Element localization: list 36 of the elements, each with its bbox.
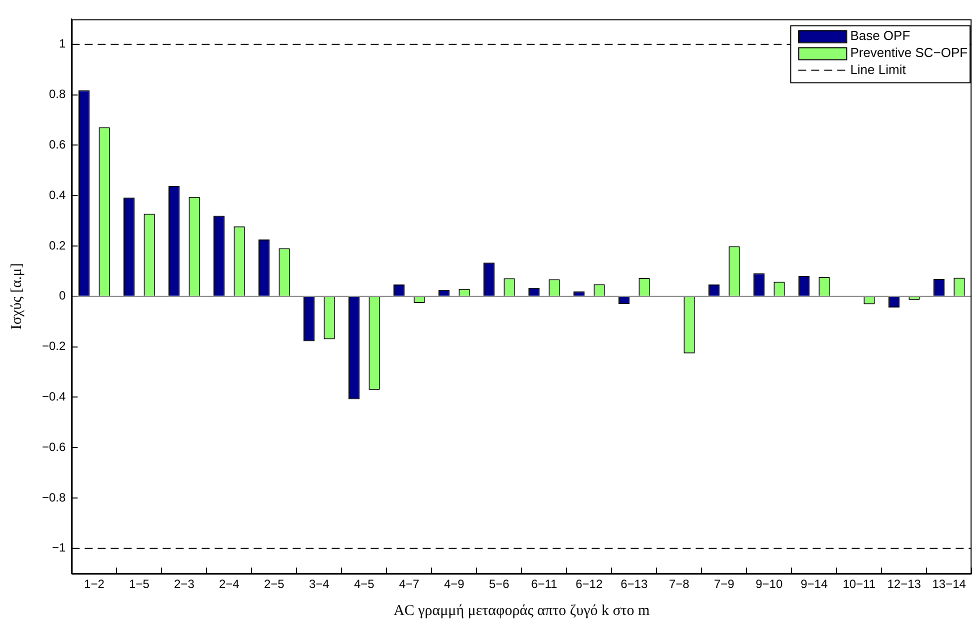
x-axis-title: AC γραμμή μεταφοράς απτο ζυγό k στο m — [394, 602, 650, 619]
y-tick-label: 0.2 — [49, 238, 66, 252]
y-tick-label: −0.8 — [42, 490, 66, 504]
x-tick-label: 6−11 — [531, 577, 558, 592]
x-tick-label: 10−11 — [842, 577, 876, 592]
x-tick-label: 1−5 — [129, 577, 150, 592]
y-axis-title: Ισχύς [α.μ] — [8, 263, 25, 330]
x-tick-label: 9−14 — [800, 577, 828, 592]
legend-label: Base OPF — [850, 28, 910, 43]
y-tick-label: 1 — [59, 36, 66, 51]
x-tick-label: 12−13 — [887, 577, 922, 592]
x-tick-label: 2−3 — [174, 577, 195, 592]
x-tick-label: 2−5 — [264, 577, 285, 592]
y-tick-label: −0.6 — [42, 440, 66, 454]
y-tick-label: 0.8 — [49, 87, 66, 102]
y-tick-label: 0.4 — [49, 188, 66, 202]
x-tick-label: 4−9 — [444, 577, 465, 592]
legend-label: Preventive SC−OPF — [850, 44, 968, 60]
y-tick-label: −1 — [52, 540, 66, 555]
x-tick-label: 4−7 — [398, 577, 420, 592]
y-tick-label: −0.4 — [42, 390, 66, 404]
y-tick-label: −0.2 — [42, 339, 66, 354]
y-tick-label: 0.6 — [49, 138, 66, 152]
x-tick-label: 5−6 — [488, 577, 510, 592]
x-tick-label: 2−4 — [218, 577, 240, 592]
x-tick-label: 9−10 — [756, 577, 783, 592]
x-tick-label: 1−2 — [84, 577, 105, 592]
x-tick-label: 6−12 — [576, 577, 603, 592]
x-tick-label: 7−8 — [668, 577, 690, 592]
x-tick-label: 7−9 — [714, 577, 735, 592]
x-tick-label: 4−5 — [354, 577, 375, 592]
legend-label: Line Limit — [850, 62, 906, 77]
y-tick-label: 0 — [59, 288, 66, 303]
x-tick-label: 13−14 — [932, 577, 966, 592]
x-tick-label: 3−4 — [308, 577, 330, 592]
x-tick-label: 6−13 — [620, 577, 648, 592]
